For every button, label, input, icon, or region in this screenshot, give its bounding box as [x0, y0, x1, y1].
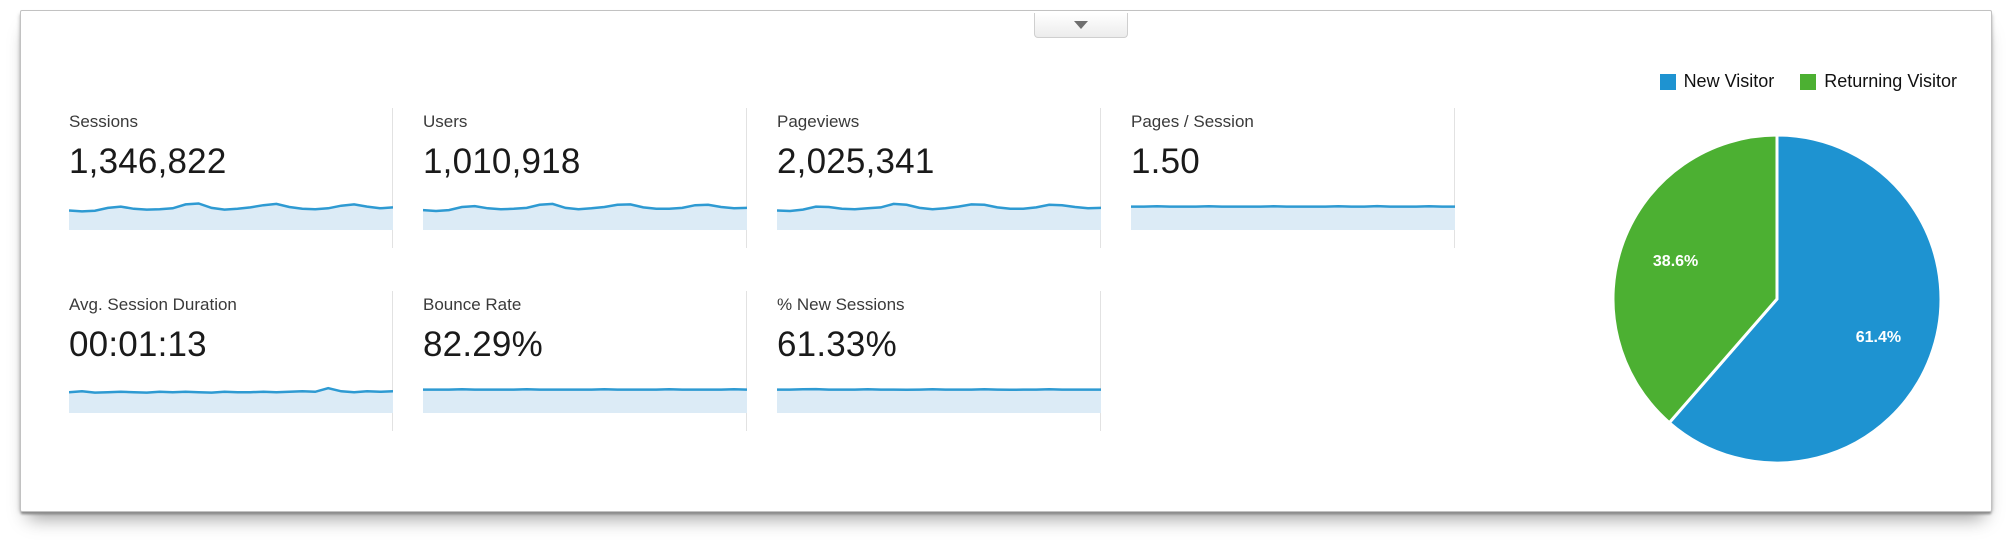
sparkline-chart	[423, 388, 747, 413]
metric-users: Users 1,010,918	[393, 108, 747, 248]
metric-label: Pages / Session	[1131, 112, 1254, 131]
chevron-down-icon	[1074, 21, 1088, 29]
metric-avg-session-duration: Avg. Session Duration 00:01:13	[39, 291, 393, 431]
pie-legend: New Visitor Returning Visitor	[1659, 71, 1957, 92]
legend-item-returning-visitor: Returning Visitor	[1800, 71, 1957, 92]
pie-slice-percentage-label: 38.6%	[1653, 253, 1698, 270]
metrics-row-1: Sessions 1,346,822 Users 1,010,918 Pagev…	[39, 108, 1455, 248]
pie-slice-percentage-label: 61.4%	[1856, 329, 1901, 346]
pie-slice-returning-visitor[interactable]	[1611, 133, 1779, 425]
metric-label: Avg. Session Duration	[69, 295, 237, 314]
metric-percent-new-sessions: % New Sessions 61.33%	[747, 291, 1101, 431]
metric-value: 1,010,918	[423, 142, 581, 181]
metric-pageviews: Pageviews 2,025,341	[747, 108, 1101, 248]
metric-label: Bounce Rate	[423, 295, 522, 314]
sparkline-chart	[777, 202, 1101, 230]
metric-label: Pageviews	[777, 112, 860, 131]
metric-value: 82.29%	[423, 325, 543, 364]
metric-label: Sessions	[69, 112, 138, 131]
pie-slice-new-visitor[interactable]	[1667, 133, 1943, 465]
overview-panel: Sessions 1,346,822 Users 1,010,918 Pagev…	[20, 10, 1992, 512]
metric-label: Users	[423, 112, 468, 131]
metric-value: 00:01:13	[69, 325, 207, 364]
metric-value: 1.50	[1131, 142, 1200, 181]
metric-value: 1,346,822	[69, 142, 227, 181]
legend-label: New Visitor	[1683, 71, 1775, 91]
legend-swatch-icon	[1800, 73, 1817, 90]
metric-pages-per-session: Pages / Session 1.50	[1101, 108, 1455, 248]
sparkline-chart	[69, 202, 393, 230]
legend-swatch-icon	[1659, 73, 1676, 90]
metrics-row-2: Avg. Session Duration 00:01:13 Bounce Ra…	[39, 291, 1101, 431]
metric-label: % New Sessions	[777, 295, 905, 314]
metric-bounce-rate: Bounce Rate 82.29%	[393, 291, 747, 431]
sparkline-chart	[423, 202, 747, 230]
visitor-type-pie-chart[interactable]: 61.4% 38.6%	[1607, 129, 1947, 469]
collapse-panel-button[interactable]	[1034, 13, 1128, 38]
metric-value: 61.33%	[777, 325, 897, 364]
metric-sessions: Sessions 1,346,822	[39, 108, 393, 248]
sparkline-chart	[69, 386, 393, 413]
sparkline-chart	[777, 387, 1101, 413]
sparkline-chart	[1131, 204, 1455, 230]
legend-item-new-visitor: New Visitor	[1659, 71, 1775, 92]
metric-value: 2,025,341	[777, 142, 935, 181]
legend-label: Returning Visitor	[1824, 71, 1957, 91]
